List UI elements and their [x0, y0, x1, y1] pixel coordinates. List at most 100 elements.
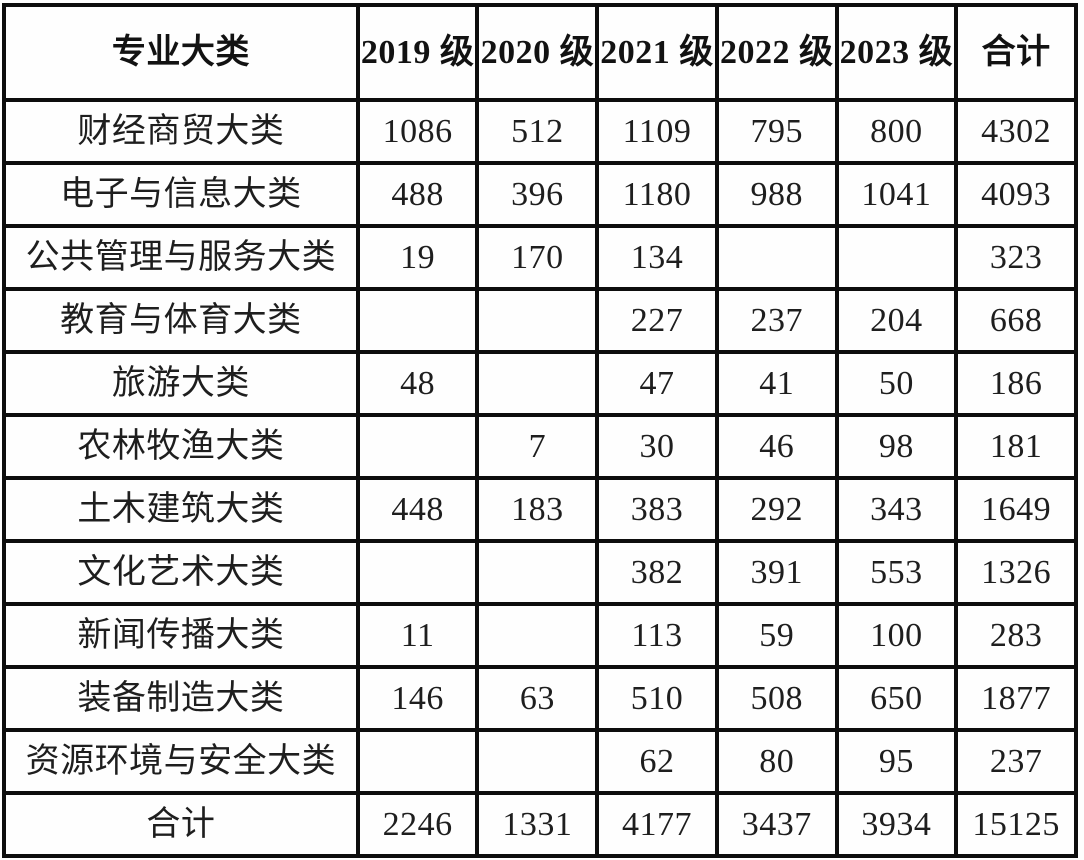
value-cell: 11 [355, 602, 480, 669]
row-category-cell: 文化艺术大类 [2, 539, 360, 606]
column-header: 合计 [954, 3, 1078, 102]
value-cell: 343 [834, 476, 959, 543]
table-header-row: 专业大类 2019 级 2020 级 2021 级 2022 级 2023 级合计 [2, 3, 1078, 102]
value-cell: 488 [355, 161, 480, 228]
value-cell: 512 [475, 98, 600, 165]
value-cell: 396 [475, 161, 600, 228]
empty-value-cell [475, 287, 600, 354]
value-cell: 508 [714, 665, 839, 732]
value-cell: 382 [595, 539, 719, 606]
value-cell: 15125 [954, 791, 1078, 858]
value-cell: 4177 [595, 791, 719, 858]
enrollment-by-major-table: 专业大类 2019 级 2020 级 2021 级 2022 级 2023 级合计 财经商… [2, 3, 1078, 858]
value-cell: 50 [834, 350, 959, 417]
value-cell: 510 [595, 665, 719, 732]
empty-value-cell [355, 728, 480, 795]
value-cell: 183 [475, 476, 600, 543]
value-cell: 181 [954, 413, 1078, 480]
row-category-cell: 农林牧渔大类 [2, 413, 360, 480]
value-cell: 1649 [954, 476, 1078, 543]
value-cell: 3934 [834, 791, 959, 858]
table-row: 资源环境与安全大类 62 80 95 237 [2, 728, 1078, 795]
column-header: 2023 级 [834, 3, 959, 102]
row-category-cell: 资源环境与安全大类 [2, 728, 360, 795]
value-cell: 4302 [954, 98, 1078, 165]
value-cell: 988 [714, 161, 839, 228]
value-cell: 1331 [475, 791, 600, 858]
value-cell: 668 [954, 287, 1078, 354]
empty-value-cell [475, 350, 600, 417]
value-cell: 204 [834, 287, 959, 354]
table-row: 公共管理与服务大类 19 170 134 323 [2, 224, 1078, 291]
total-row: 合计 2246 1331 4177 3437 3934 15125 [2, 791, 1078, 858]
row-category-cell: 旅游大类 [2, 350, 360, 417]
value-cell: 170 [475, 224, 600, 291]
row-category-cell: 新闻传播大类 [2, 602, 360, 669]
column-header: 2021 级 [595, 3, 719, 102]
column-header: 2019 级 [355, 3, 480, 102]
value-cell: 227 [595, 287, 719, 354]
value-cell: 62 [595, 728, 719, 795]
row-category-cell: 土木建筑大类 [2, 476, 360, 543]
value-cell: 47 [595, 350, 719, 417]
value-cell: 283 [954, 602, 1078, 669]
value-cell: 448 [355, 476, 480, 543]
value-cell: 237 [954, 728, 1078, 795]
table-row: 土木建筑大类 448 183 383 292 343 1649 [2, 476, 1078, 543]
column-header: 2020 级 [475, 3, 600, 102]
value-cell: 41 [714, 350, 839, 417]
value-cell: 30 [595, 413, 719, 480]
value-cell: 48 [355, 350, 480, 417]
row-category-cell: 公共管理与服务大类 [2, 224, 360, 291]
table-row: 农林牧渔大类 7 30 46 98 181 [2, 413, 1078, 480]
value-cell: 1109 [595, 98, 719, 165]
value-cell: 800 [834, 98, 959, 165]
empty-value-cell [475, 539, 600, 606]
value-cell: 2246 [355, 791, 480, 858]
value-cell: 323 [954, 224, 1078, 291]
value-cell: 80 [714, 728, 839, 795]
empty-value-cell [475, 602, 600, 669]
empty-value-cell [355, 413, 480, 480]
value-cell: 3437 [714, 791, 839, 858]
value-cell: 795 [714, 98, 839, 165]
table-row: 财经商贸大类 1086 512 1109 795 800 4302 [2, 98, 1078, 165]
empty-value-cell [714, 224, 839, 291]
value-cell: 1877 [954, 665, 1078, 732]
value-cell: 553 [834, 539, 959, 606]
value-cell: 4093 [954, 161, 1078, 228]
value-cell: 134 [595, 224, 719, 291]
value-cell: 391 [714, 539, 839, 606]
value-cell: 1086 [355, 98, 480, 165]
empty-value-cell [475, 728, 600, 795]
value-cell: 98 [834, 413, 959, 480]
value-cell: 59 [714, 602, 839, 669]
empty-value-cell [355, 287, 480, 354]
table-header: 专业大类 2019 级 2020 级 2021 级 2022 级 2023 级合计 [2, 3, 1078, 102]
value-cell: 237 [714, 287, 839, 354]
table-row: 电子与信息大类 488 396 1180 988 1041 4093 [2, 161, 1078, 228]
table-row: 装备制造大类 146 63 510 508 650 1877 [2, 665, 1078, 732]
table-body: 财经商贸大类 1086 512 1109 795 800 4302 电子与信息大类 488 396… [2, 98, 1078, 858]
row-category-cell: 装备制造大类 [2, 665, 360, 732]
column-header: 2022 级 [714, 3, 839, 102]
empty-value-cell [834, 224, 959, 291]
row-category-cell: 财经商贸大类 [2, 98, 360, 165]
row-category-cell: 教育与体育大类 [2, 287, 360, 354]
value-cell: 1041 [834, 161, 959, 228]
value-cell: 46 [714, 413, 839, 480]
value-cell: 100 [834, 602, 959, 669]
value-cell: 113 [595, 602, 719, 669]
table-row: 文化艺术大类 382 391 553 1326 [2, 539, 1078, 606]
table-row: 新闻传播大类 11 113 59 100 283 [2, 602, 1078, 669]
value-cell: 95 [834, 728, 959, 795]
value-cell: 186 [954, 350, 1078, 417]
value-cell: 7 [475, 413, 600, 480]
row-category-cell: 电子与信息大类 [2, 161, 360, 228]
table-row: 旅游大类 48 47 41 50 186 [2, 350, 1078, 417]
value-cell: 19 [355, 224, 480, 291]
row-category-cell: 合计 [2, 791, 360, 858]
value-cell: 383 [595, 476, 719, 543]
value-cell: 292 [714, 476, 839, 543]
